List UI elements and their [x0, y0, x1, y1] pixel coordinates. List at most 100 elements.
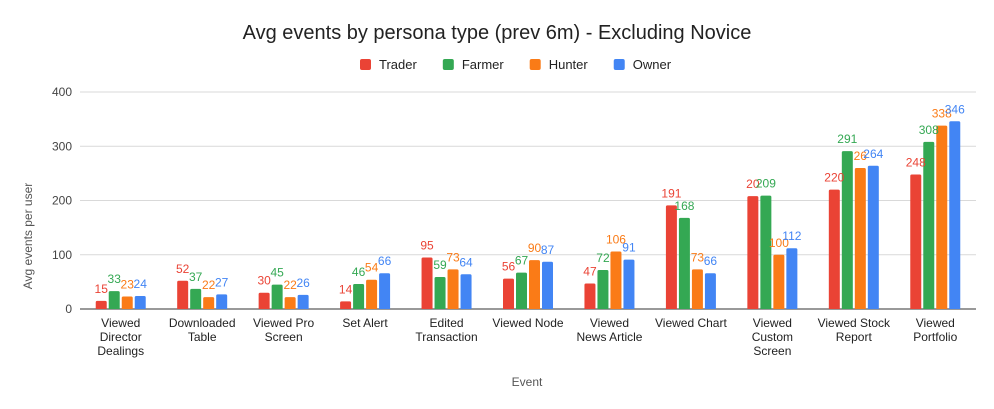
bar: [529, 260, 540, 309]
data-label: 291: [837, 132, 857, 146]
bar: [786, 248, 798, 309]
x-category-label: Downloaded Table: [169, 316, 236, 344]
chart-title: Avg events by persona type (prev 6m) - E…: [243, 22, 752, 44]
bar: [340, 301, 352, 309]
y-tick-label: 200: [52, 194, 72, 208]
data-label: 47: [583, 265, 597, 279]
data-label: 24: [134, 277, 148, 291]
x-category-label: Viewed Stock Report: [818, 316, 891, 344]
y-axis-title: Avg events per user: [21, 183, 35, 290]
data-label: 72: [596, 251, 610, 265]
data-label: 264: [863, 147, 883, 161]
legend-label: Owner: [633, 57, 672, 72]
data-label: 73: [691, 250, 705, 264]
data-label: 14: [339, 282, 353, 296]
y-tick-label: 400: [52, 85, 72, 99]
bars: [95, 121, 961, 309]
bar: [366, 279, 378, 309]
data-label: 52: [176, 262, 190, 276]
data-label: 26: [296, 276, 310, 290]
bar: [516, 272, 527, 309]
data-label: 112: [782, 229, 801, 243]
data-label: 87: [541, 243, 555, 257]
data-label: 209: [756, 177, 776, 191]
bar: [610, 251, 622, 309]
legend-label: Trader: [379, 57, 417, 72]
bar: [773, 254, 785, 309]
data-label: 27: [215, 275, 229, 289]
bar: [691, 269, 703, 309]
data-label: 54: [365, 261, 379, 275]
bar: [949, 121, 961, 309]
bar: [421, 257, 433, 309]
bar: [460, 274, 472, 309]
bar: [841, 151, 853, 309]
bar: [910, 174, 922, 309]
bar: [597, 269, 609, 309]
data-label: 46: [352, 265, 366, 279]
bar: [828, 189, 840, 309]
data-label: 66: [378, 254, 392, 268]
bar: [503, 278, 514, 309]
bar: [678, 217, 690, 309]
bar: [271, 284, 283, 309]
data-label: 23: [121, 278, 135, 292]
x-category-label: Viewed News Article: [576, 316, 642, 344]
x-axis-title: Event: [512, 375, 543, 389]
data-label: 22: [283, 278, 297, 292]
bar: [623, 259, 635, 309]
x-category-label: Set Alert: [342, 316, 388, 330]
data-label: 248: [906, 155, 926, 169]
bar: [747, 196, 759, 309]
bar: [108, 291, 120, 309]
bar: [121, 296, 133, 309]
bar: [434, 276, 446, 309]
x-axis-categories: Viewed Director Dealings Downloaded Table Vie…: [97, 316, 957, 358]
data-label: 95: [420, 238, 434, 252]
data-label: 26: [854, 149, 868, 163]
data-label: 20: [746, 177, 760, 191]
data-label: 73: [446, 250, 460, 264]
data-label: 37: [189, 270, 203, 284]
bar: [936, 125, 948, 309]
data-label: 168: [674, 199, 694, 213]
x-category-label: Viewed Pro Screen: [253, 316, 314, 344]
data-label: 106: [606, 232, 626, 246]
x-category-label: Viewed Node: [492, 316, 563, 330]
x-category-label: Viewed Chart: [655, 316, 727, 330]
bar: [203, 297, 215, 309]
data-label: 91: [622, 241, 636, 255]
legend-swatch: [360, 59, 371, 70]
data-label: 33: [108, 272, 122, 286]
data-label: 45: [270, 266, 284, 280]
bar: [854, 167, 866, 309]
data-label: 338: [932, 107, 952, 121]
bar: [379, 273, 391, 309]
data-label: 66: [704, 254, 718, 268]
legend: Trader Farmer Hunter Owner: [360, 57, 672, 72]
x-category-label: Viewed Custom Screen: [752, 316, 793, 358]
data-label: 220: [824, 171, 844, 185]
bar: [353, 284, 365, 309]
bar: [584, 283, 596, 309]
data-label: 59: [433, 258, 447, 272]
bar: [447, 269, 459, 309]
data-label: 30: [257, 274, 271, 288]
legend-swatch: [529, 59, 541, 70]
y-tick-label: 0: [65, 302, 72, 316]
x-category-label: Edited Transaction: [415, 316, 477, 344]
legend-label: Farmer: [462, 57, 505, 72]
data-label: 56: [502, 260, 516, 274]
bar: [867, 165, 879, 309]
data-label: 100: [769, 236, 789, 250]
bar: [542, 261, 553, 309]
bar: [760, 195, 772, 309]
legend-swatch: [613, 59, 625, 70]
data-label: 191: [661, 186, 681, 200]
legend-label: Hunter: [549, 57, 589, 72]
bar: [704, 273, 716, 309]
gridlines: 0 100 200 300 400: [52, 85, 976, 316]
